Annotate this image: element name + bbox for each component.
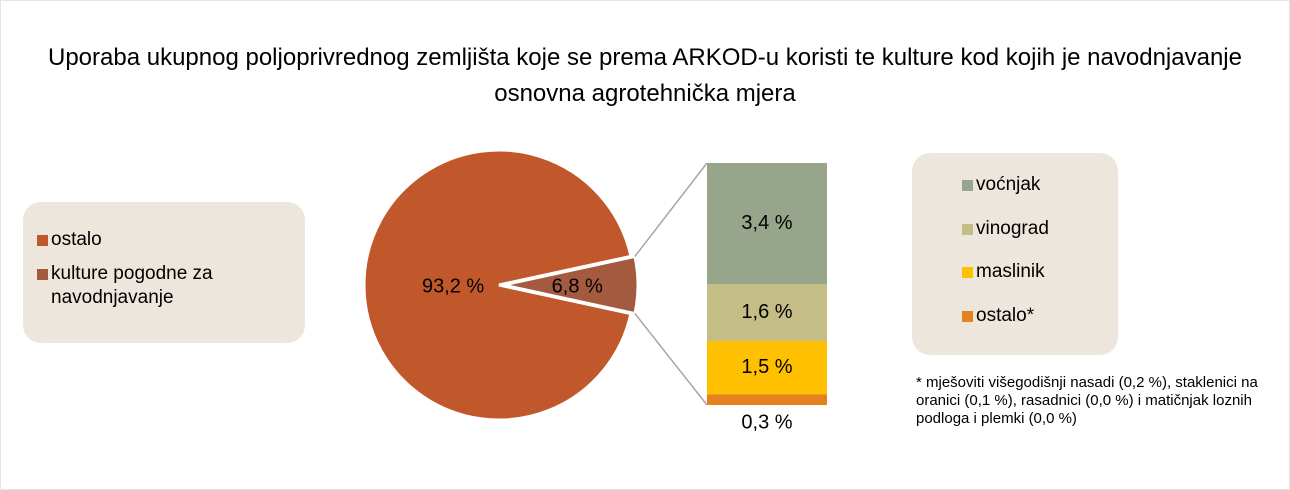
footnote: * mješoviti višegodišnji nasadi (0,2 %),… [916,374,1258,427]
data-label: 93,2 % [422,275,484,297]
legend-entry: vinograd [962,217,1118,241]
legend-swatch [962,223,973,235]
legend-entry: ostalo* [962,304,1118,328]
pie-slice [362,148,633,422]
data-label: 0,3 % [741,411,792,433]
legend-label: ostalo* [976,304,1035,326]
legend-label: ostalo [51,229,102,250]
bar-segment [707,163,827,284]
legend-entry: kulture pogodne za navodnjavanje [37,262,291,310]
legend-swatch [962,180,973,191]
legend-label: maslinik [976,261,1045,282]
legend-label: kulture pogodne za navodnjavanje [51,263,213,308]
bar-segment [707,394,827,405]
legend-swatch [962,310,973,322]
legend-swatch [37,269,48,280]
pie-slice [502,254,640,316]
legend: voćnjak vinograd maslinik ostalo* [912,153,1118,355]
legend-swatch [962,267,973,278]
chart-title: Uporaba ukupnog poljoprivrednog zemljišt… [48,44,1242,107]
legend-label: vinograd [976,217,1049,239]
bar-segment [707,340,827,395]
data-label: 1,5 % [741,356,792,378]
legend-entry: voćnjak [962,173,1118,197]
legend-entry: maslinik [962,260,1118,284]
legend-label: voćnjak [976,174,1041,195]
legend: ostalo kulture pogodne za navodnjavanje [23,202,305,343]
data-label: 6,8 % [552,275,603,297]
legend-swatch [37,235,48,246]
data-label: 3,4 % [741,212,792,234]
connector-line [634,313,708,406]
bar-segment [707,284,827,341]
legend-entry: ostalo [37,228,291,252]
data-label: 1,6 % [741,301,792,323]
connector-line [634,162,708,257]
